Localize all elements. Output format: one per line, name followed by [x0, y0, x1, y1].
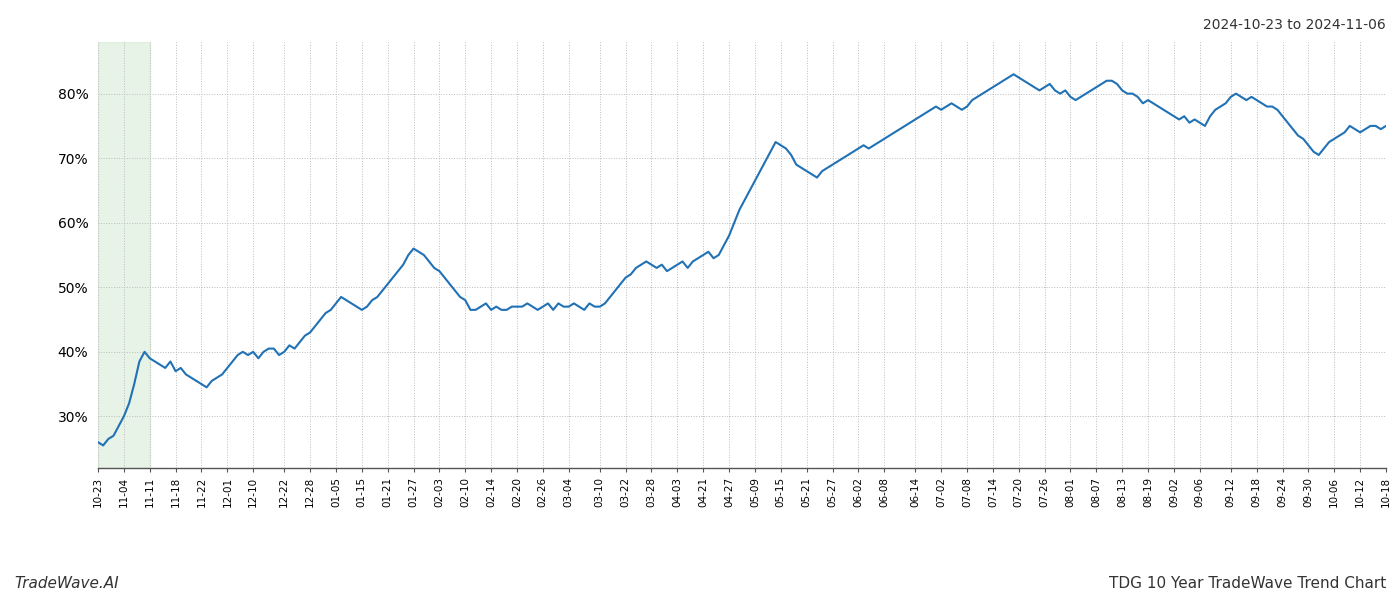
Text: TDG 10 Year TradeWave Trend Chart: TDG 10 Year TradeWave Trend Chart [1109, 576, 1386, 591]
Text: TradeWave.AI: TradeWave.AI [14, 576, 119, 591]
Text: 2024-10-23 to 2024-11-06: 2024-10-23 to 2024-11-06 [1203, 18, 1386, 32]
Bar [98, 42, 150, 468]
